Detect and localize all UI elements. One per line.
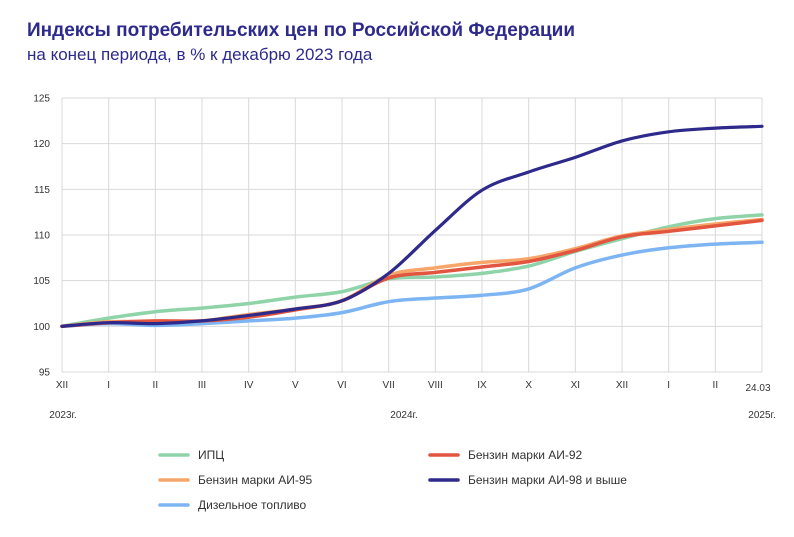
x-tick-label: IV xyxy=(244,380,254,391)
year-label: 2023г. xyxy=(49,410,76,421)
series-line xyxy=(60,240,764,329)
y-tick-label: 95 xyxy=(39,368,51,379)
series-line xyxy=(60,124,764,328)
x-tick-label: III xyxy=(198,380,206,391)
y-tick-label: 105 xyxy=(33,276,50,287)
x-tick-label: II xyxy=(153,380,159,391)
chart-legend: ИПЦ Бензин марки АИ-92 Бензин марки АИ-95 Б… xyxy=(158,448,627,512)
chart-series xyxy=(60,124,764,329)
x-tick-label: I xyxy=(667,380,670,391)
x-tick-label: II xyxy=(713,380,719,391)
x-tick-label: VIII xyxy=(428,380,443,391)
legend-label: Бензин марки АИ-98 и выше xyxy=(468,473,627,487)
x-tick-label: XI xyxy=(571,380,580,391)
x-tick-label: VI xyxy=(337,380,346,391)
y-axis: 95 100 105 110 115 120 125 xyxy=(33,94,50,379)
x-tick-label: I xyxy=(107,380,110,391)
y-tick-label: 100 xyxy=(33,322,50,333)
x-tick-label: XII xyxy=(616,380,628,391)
x-tick-label: VII xyxy=(383,380,395,391)
x-axis: XII I II III IV V VI VII VIII IX X XI XII I II 24.03202… xyxy=(49,380,775,421)
y-tick-label: 115 xyxy=(34,185,50,196)
chart-subtitle: на конец периода, в % к декабрю 2023 год… xyxy=(27,45,373,64)
x-tick-label: IX xyxy=(477,380,487,391)
x-tick-label: V xyxy=(292,380,299,391)
y-tick-label: 110 xyxy=(34,231,50,242)
legend-label: Бензин марки АИ-95 xyxy=(198,473,313,487)
x-tick-label: X xyxy=(525,380,532,391)
x-tick-label: 24.03 xyxy=(745,383,770,394)
legend-label: Дизельное топливо xyxy=(198,498,307,512)
y-tick-label: 120 xyxy=(33,139,50,150)
legend-label: ИПЦ xyxy=(198,448,224,462)
x-tick-label: XII xyxy=(56,380,68,391)
chart-grid xyxy=(61,97,763,373)
series-line xyxy=(60,218,764,329)
chart-title: Индексы потребительских цен по Российско… xyxy=(27,20,575,41)
legend-label: Бензин марки АИ-92 xyxy=(468,448,583,462)
year-label: 2024г. xyxy=(390,410,417,421)
y-tick-label: 125 xyxy=(33,94,50,105)
year-label: 2025г. xyxy=(748,410,775,421)
